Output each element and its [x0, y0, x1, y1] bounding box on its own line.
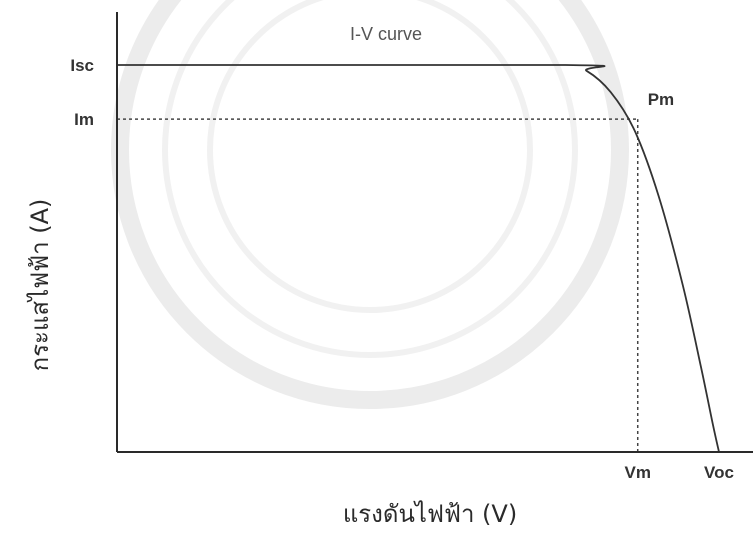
iv-curve-line: [117, 64, 720, 453]
reference-lines: [117, 118, 639, 452]
y-axis-label: กระแสไฟฟ้า (A): [26, 199, 54, 372]
x-tick-label-voc: Voc: [704, 463, 734, 482]
y-tick-label-im: Im: [74, 110, 94, 129]
x-axis-label: แรงดันไฟฟ้า (V): [343, 500, 517, 528]
chart-title: I-V curve: [350, 24, 422, 44]
y-tick-label-isc: Isc: [70, 56, 94, 75]
seal-watermark: [111, 0, 629, 409]
x-tick-label-vm: Vm: [624, 463, 650, 482]
annotation-pm: Pm: [648, 90, 674, 109]
